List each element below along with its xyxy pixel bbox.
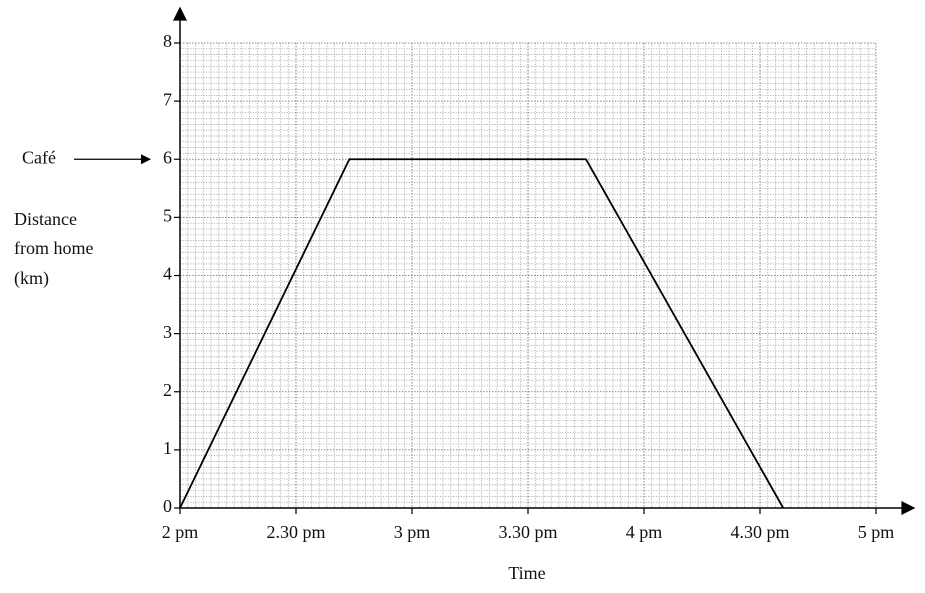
x-tick-label: 2 pm [162,522,199,542]
y-tick-label: 8 [163,31,172,51]
grid [179,42,877,509]
x-tick-label: 4 pm [626,522,663,542]
y-tick-label: 7 [163,89,172,109]
x-tick-label: 3.30 pm [498,522,557,542]
y-tick-label: 5 [163,206,172,226]
x-tick-label: 4.30 pm [730,522,789,542]
y-tick-label: 3 [163,322,172,342]
x-tick-label: 2.30 pm [266,522,325,542]
plot [179,158,784,509]
annotation: Café [22,147,56,167]
y-tick-label: 6 [163,147,172,167]
y-tick-label: 4 [163,264,172,284]
y-axis-label: (km) [14,268,49,289]
x-axis-label: Time [508,563,545,583]
x-tick-label: 5 pm [858,522,895,542]
y-tick-label: 0 [163,496,172,516]
y-tick-label: 2 [163,380,172,400]
line [179,158,784,509]
y-tick-label: 1 [163,438,172,458]
y-axis-label: Distance [14,209,77,229]
y-axis-label: from home [14,238,93,258]
x-tick-label: 3 pm [394,522,431,542]
